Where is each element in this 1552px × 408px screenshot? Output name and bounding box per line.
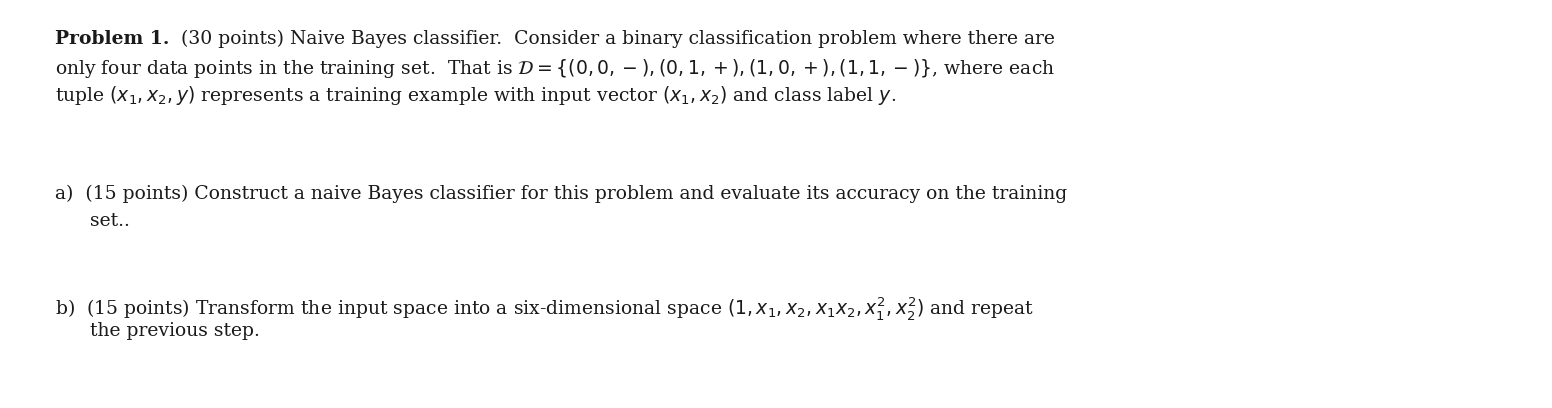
Text: set..: set..	[90, 212, 130, 230]
Text: (30 points) Naive Bayes classifier.  Consider a binary classification problem wh: (30 points) Naive Bayes classifier. Cons…	[169, 30, 1055, 48]
Text: only four data points in the training set.  That is $\mathcal{D} = \{(0, 0, -), : only four data points in the training se…	[54, 57, 1055, 80]
Text: b)  (15 points) Transform the input space into a six-dimensional space $(1, x_1,: b) (15 points) Transform the input space…	[54, 295, 1034, 322]
Text: a)  (15 points) Construct a naive Bayes classifier for this problem and evaluate: a) (15 points) Construct a naive Bayes c…	[54, 185, 1068, 203]
Text: Problem 1.: Problem 1.	[54, 30, 169, 48]
Text: tuple $(x_1, x_2, y)$ represents a training example with input vector $(x_1, x_2: tuple $(x_1, x_2, y)$ represents a train…	[54, 84, 896, 107]
Text: the previous step.: the previous step.	[90, 322, 259, 340]
